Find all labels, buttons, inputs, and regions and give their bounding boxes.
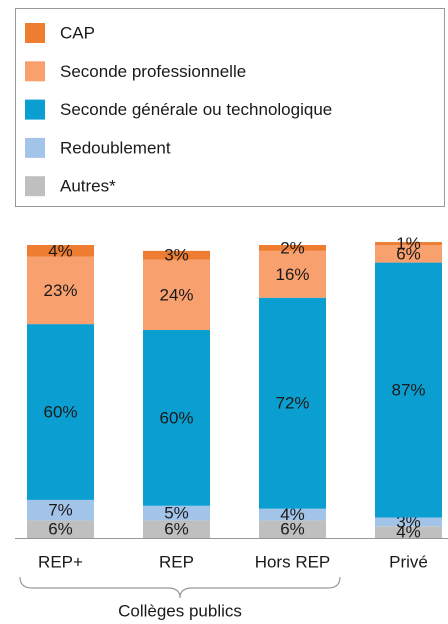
- value-label: 3%: [164, 246, 189, 265]
- value-label: 4%: [280, 505, 305, 524]
- value-label: 6%: [396, 244, 421, 263]
- legend-label: Seconde professionnelle: [60, 62, 246, 81]
- bar-segment: [259, 508, 326, 521]
- legend-swatch: [25, 23, 45, 43]
- bar-segment: [259, 520, 326, 538]
- value-label: 23%: [43, 281, 77, 300]
- legend-label: Redoublement: [60, 138, 171, 157]
- bar-segment: [27, 324, 94, 500]
- x-tick-label: Privé: [389, 552, 428, 571]
- bar-segment: [143, 329, 210, 506]
- value-label: 6%: [280, 520, 305, 539]
- value-label: 4%: [48, 241, 73, 260]
- bar-segment: [375, 262, 442, 518]
- bar-segment: [259, 250, 326, 298]
- legend-box: [15, 8, 445, 207]
- value-label: 24%: [159, 285, 193, 304]
- bar-segment: [143, 259, 210, 330]
- bar-segment: [143, 520, 210, 538]
- bar-segment: [375, 526, 442, 538]
- value-label: 6%: [48, 520, 73, 539]
- bar-segment: [259, 297, 326, 509]
- legend-swatch: [25, 61, 45, 82]
- x-tick-label: Hors REP: [255, 552, 331, 571]
- group-label: Collèges publics: [118, 601, 242, 620]
- value-label: 60%: [43, 402, 77, 421]
- bar-segment: [27, 499, 94, 521]
- value-label: 7%: [48, 501, 73, 520]
- bar-segment: [143, 505, 210, 521]
- legend-label: CAP: [60, 23, 95, 42]
- bar-segment: [259, 245, 326, 251]
- bar-segment: [375, 242, 442, 245]
- legend-swatch: [25, 137, 45, 158]
- value-label: 1%: [396, 234, 421, 253]
- bar-segment: [375, 245, 442, 263]
- x-tick-label: REP: [159, 552, 194, 571]
- value-label: 4%: [396, 523, 421, 542]
- legend-label: Autres*: [60, 177, 116, 196]
- value-label: 5%: [164, 504, 189, 523]
- bar-segment: [27, 520, 94, 538]
- bar-segment: [143, 250, 210, 260]
- legend-label: Seconde générale ou technologique: [60, 100, 332, 119]
- x-tick-label: REP+: [38, 552, 83, 571]
- value-label: 72%: [275, 394, 309, 413]
- bar-segment: [27, 245, 94, 257]
- value-label: 16%: [275, 265, 309, 284]
- legend-swatch: [25, 176, 45, 197]
- value-label: 2%: [280, 238, 305, 257]
- value-label: 6%: [164, 520, 189, 539]
- bar-segment: [27, 256, 94, 325]
- legend-swatch: [25, 99, 45, 120]
- value-label: 60%: [159, 408, 193, 427]
- value-label: 87%: [391, 381, 425, 400]
- group-brace: [19, 576, 341, 599]
- bar-segment: [375, 517, 442, 527]
